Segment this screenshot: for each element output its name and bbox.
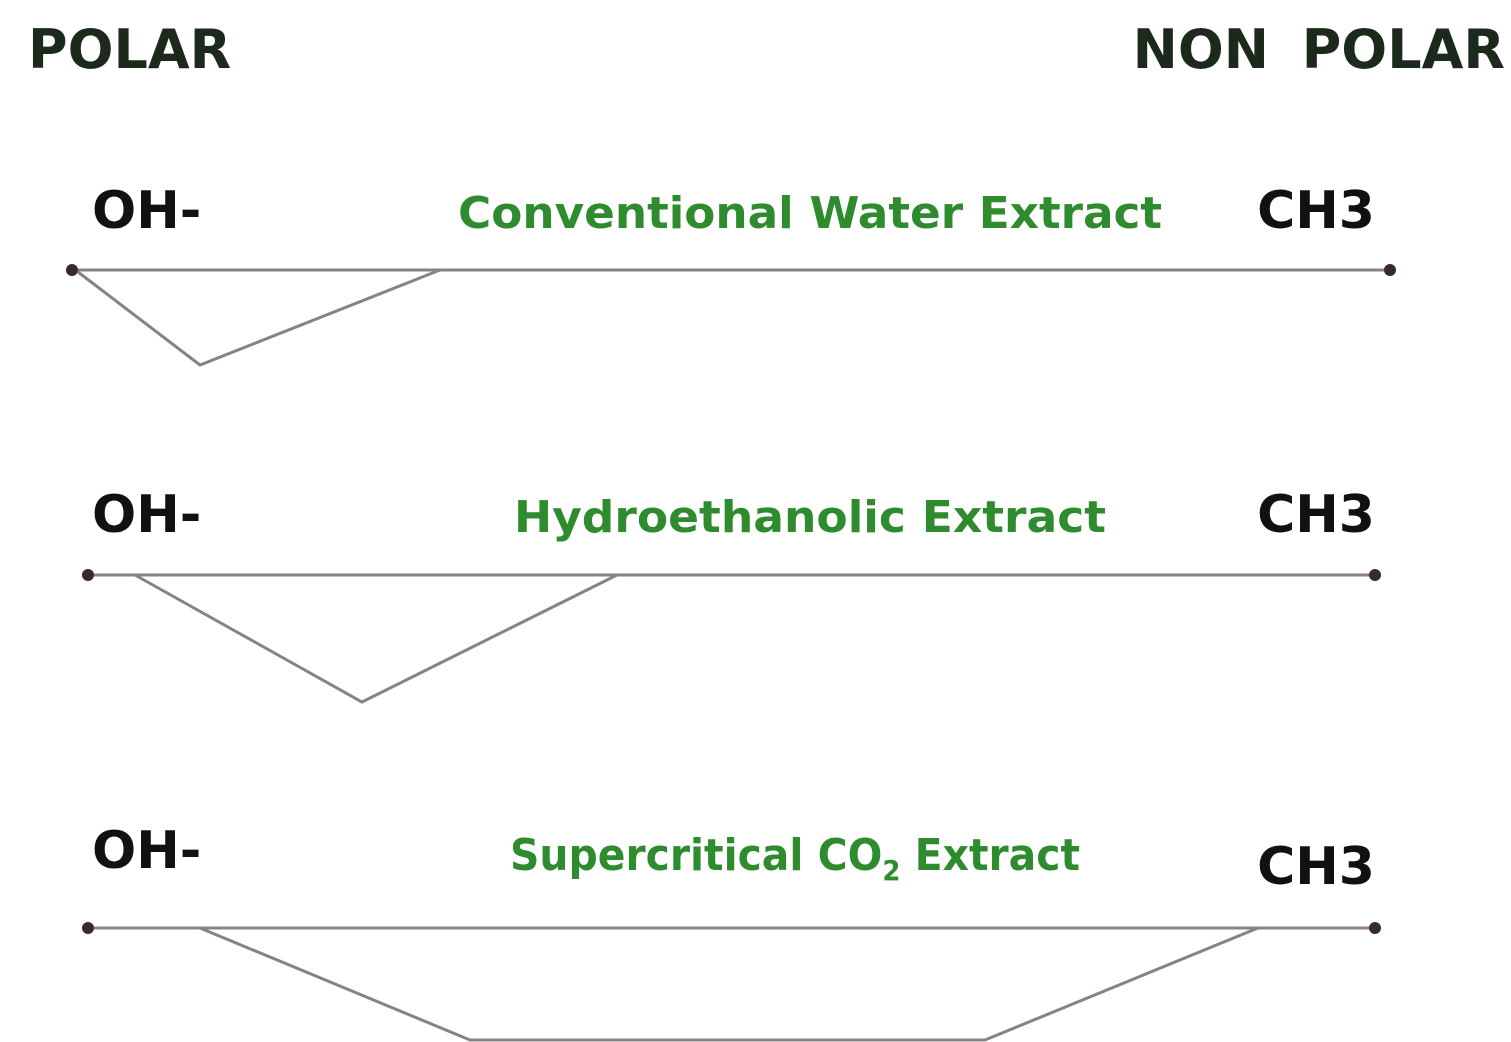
range-shape — [199, 926, 1259, 1042]
end-dot — [82, 922, 94, 934]
extract-label: Conventional Water Extract — [458, 188, 1162, 239]
ch3-label: CH3 — [1257, 485, 1375, 545]
label-suffix: Extract — [900, 830, 1080, 881]
label-text: Supercritical CO — [510, 830, 882, 881]
end-dot — [82, 569, 94, 581]
extract-label: Hydroethanolic Extract — [514, 492, 1106, 543]
end-dot — [1369, 922, 1381, 934]
label-subscript: 2 — [882, 854, 900, 887]
range-shape — [77, 268, 441, 367]
oh-label: OH- — [92, 821, 201, 881]
nonpolar-label: NON POLAR — [1133, 18, 1505, 81]
ch3-label: CH3 — [1257, 837, 1375, 897]
end-dot — [1369, 569, 1381, 581]
end-dot — [66, 264, 78, 276]
end-dot — [1384, 264, 1396, 276]
oh-label: OH- — [92, 181, 201, 241]
oh-label: OH- — [92, 485, 201, 545]
ch3-label: CH3 — [1257, 181, 1375, 241]
range-shape — [134, 573, 618, 704]
extract-label: Supercritical CO2 Extract — [510, 830, 1080, 887]
polar-label: POLAR — [28, 18, 231, 81]
